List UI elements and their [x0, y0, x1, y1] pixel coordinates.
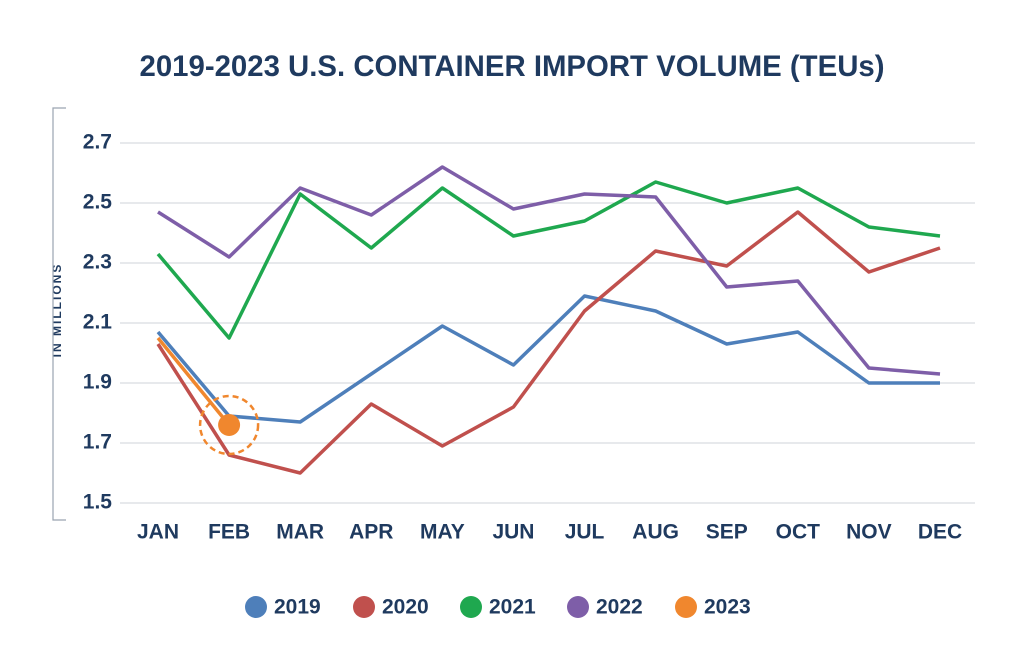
- legend-label: 2021: [489, 596, 536, 619]
- series-line: [157, 165, 941, 376]
- end-dot: [218, 414, 241, 436]
- x-tick-label: NOV: [846, 521, 892, 544]
- legend-swatch: [567, 596, 589, 618]
- legend-swatch: [245, 596, 267, 618]
- legend-label: 2022: [596, 596, 643, 619]
- y-tick-label: 1.9: [83, 371, 112, 394]
- axis-bracket: [52, 107, 66, 521]
- x-tick-label: JUN: [492, 521, 534, 544]
- x-tick-label: JUL: [565, 521, 605, 544]
- x-tick-label: MAR: [276, 521, 324, 544]
- legend-swatch: [675, 596, 697, 618]
- series-line: [156, 210, 941, 475]
- legend-label: 2020: [382, 596, 429, 619]
- legend-label: 2019: [274, 596, 321, 619]
- x-tick-label: SEP: [706, 521, 748, 544]
- highlight-ring: [198, 394, 260, 456]
- x-tick-label: DEC: [918, 521, 962, 544]
- y-axis-label: IN MILLIONS: [50, 263, 64, 358]
- y-tick-label: 2.1: [83, 311, 113, 334]
- legend-swatch: [353, 596, 375, 618]
- x-tick-label: JAN: [137, 521, 179, 544]
- series-line: [156, 336, 231, 427]
- x-tick-label: MAY: [420, 521, 465, 544]
- x-tick-label: OCT: [776, 521, 821, 544]
- series-line: [156, 180, 941, 340]
- y-tick-label: 2.3: [83, 251, 112, 274]
- x-tick-label: FEB: [208, 521, 250, 544]
- y-tick-label: 1.5: [83, 491, 113, 514]
- y-tick-label: 1.7: [83, 431, 112, 454]
- x-tick-label: AUG: [632, 521, 679, 544]
- legend-swatch: [460, 596, 482, 618]
- chart-title: 2019-2023 U.S. CONTAINER IMPORT VOLUME (…: [140, 50, 885, 83]
- legend-label: 2023: [704, 596, 751, 619]
- y-tick-label: 2.7: [83, 131, 112, 154]
- y-tick-label: 2.5: [83, 191, 113, 214]
- x-tick-label: APR: [349, 521, 393, 544]
- series-line: [156, 294, 940, 424]
